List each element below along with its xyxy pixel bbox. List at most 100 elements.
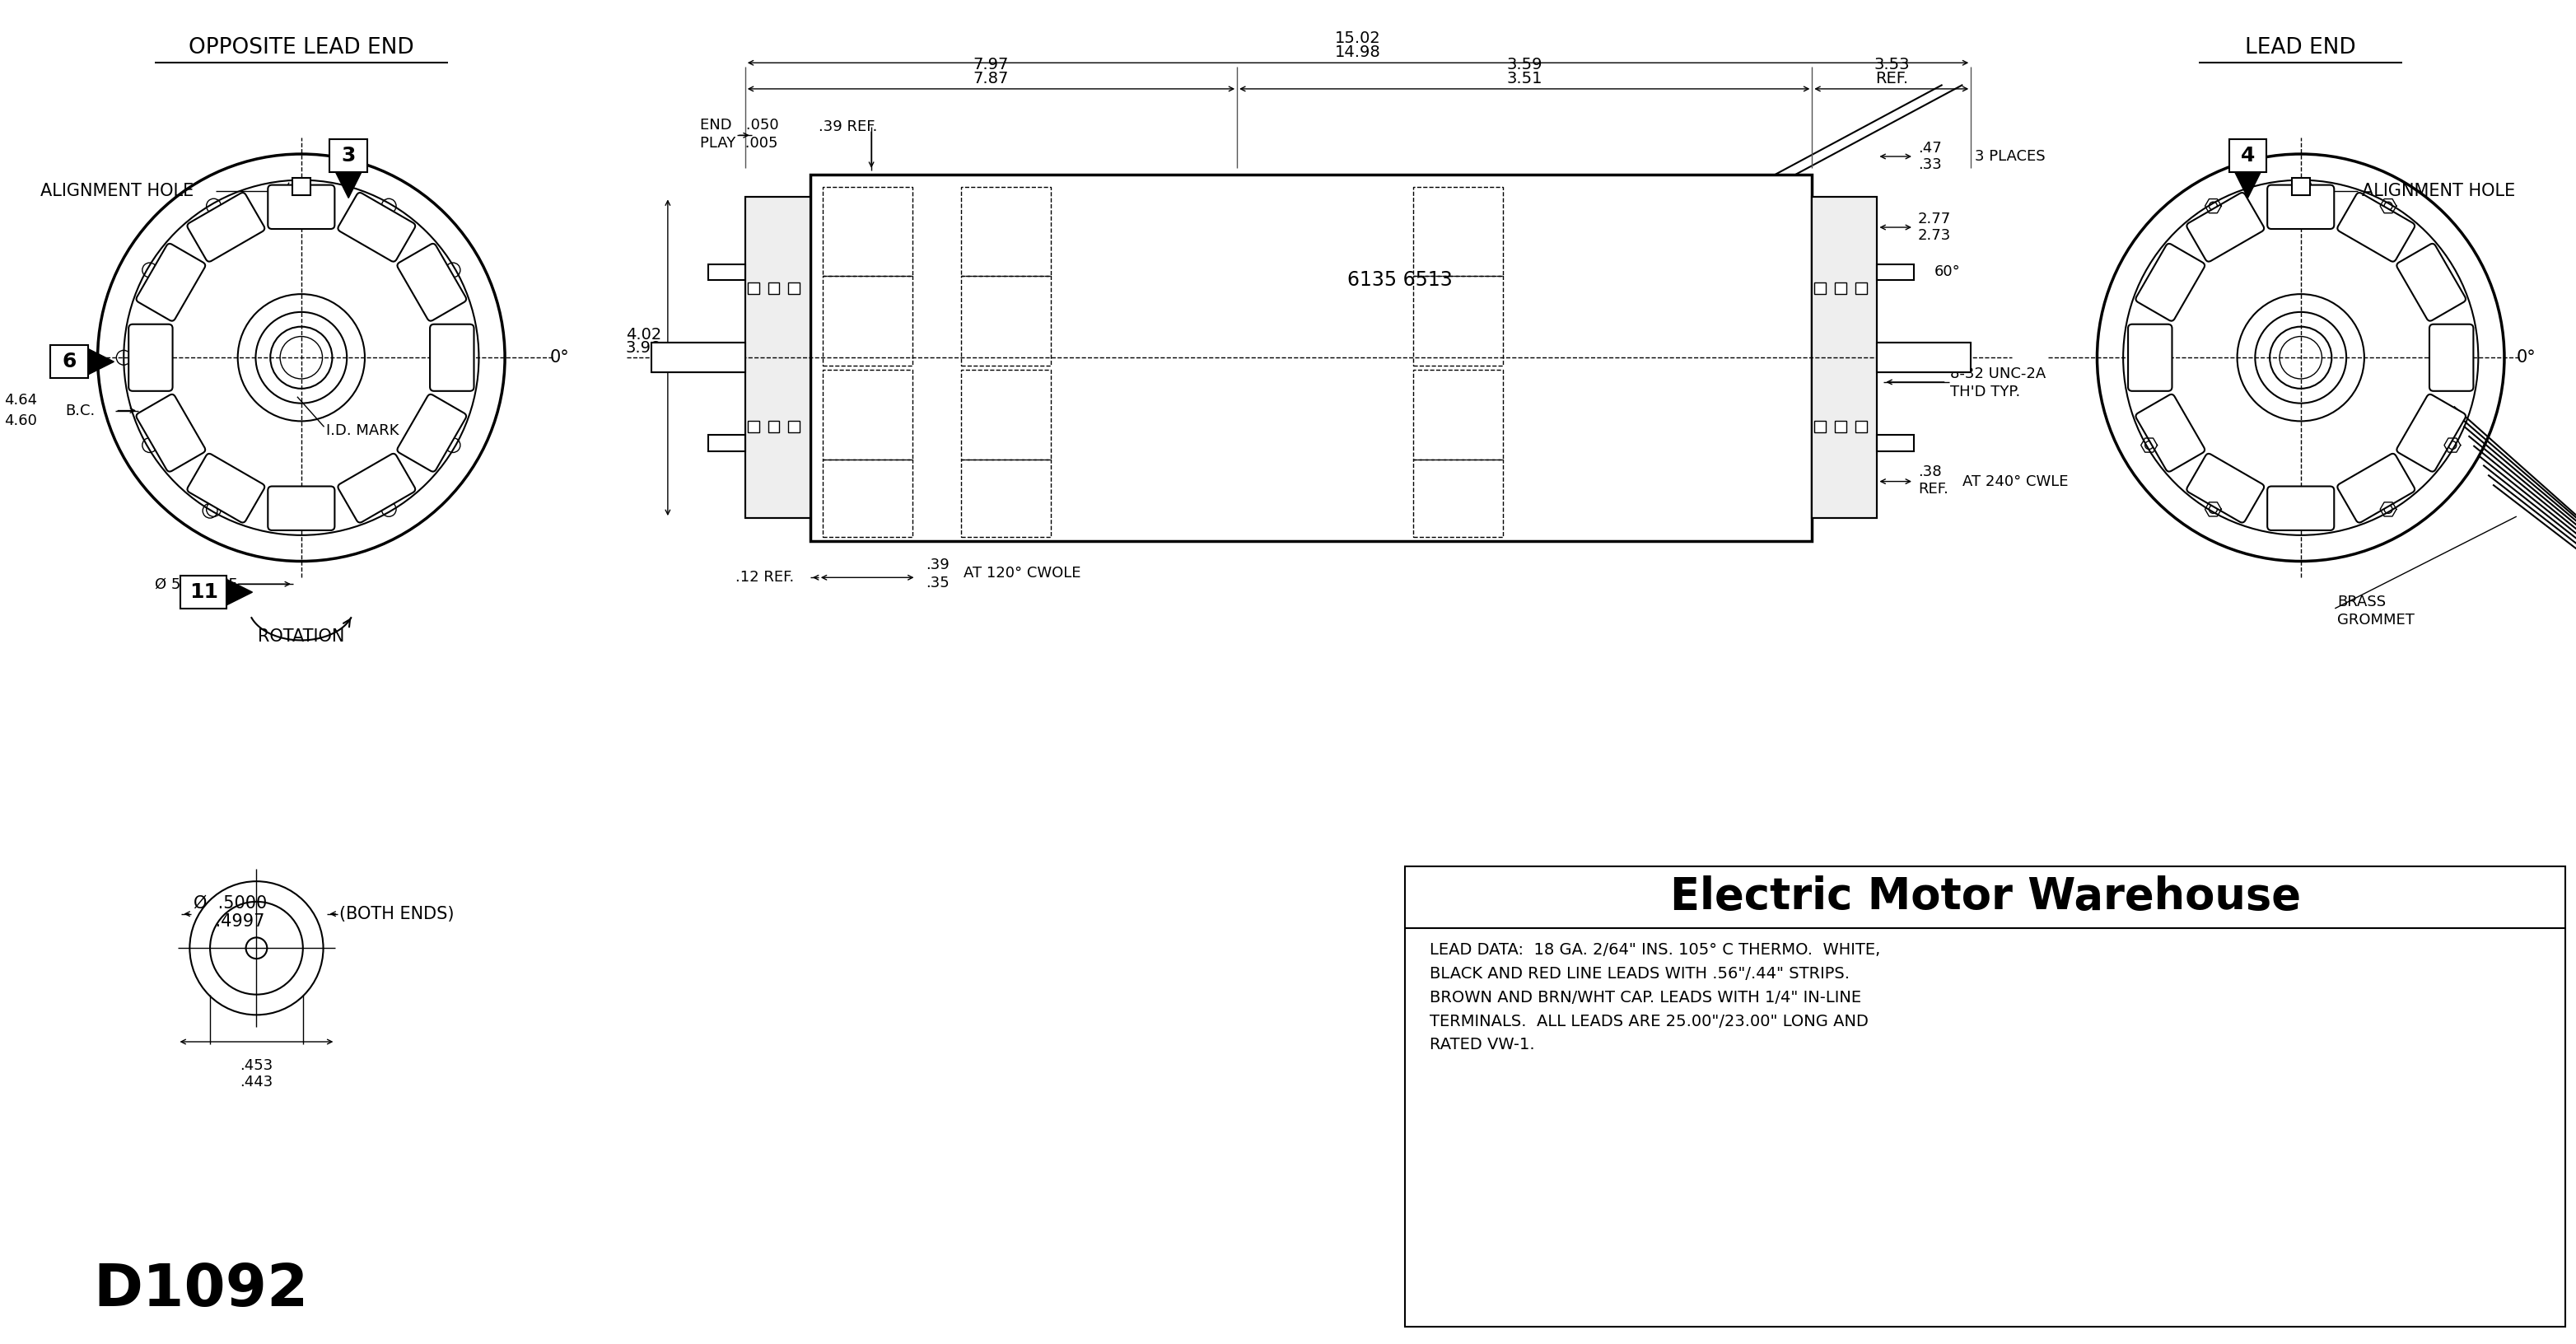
Text: TH'D TYP.: TH'D TYP. — [1950, 384, 2020, 399]
FancyBboxPatch shape — [337, 454, 415, 523]
Text: 3: 3 — [343, 145, 355, 165]
Bar — [822, 370, 912, 460]
FancyBboxPatch shape — [2429, 324, 2473, 391]
FancyBboxPatch shape — [268, 185, 335, 228]
Text: END   .050: END .050 — [701, 118, 778, 133]
Bar — [768, 282, 781, 294]
Text: 0°: 0° — [2517, 349, 2537, 366]
Bar — [1414, 187, 1502, 276]
Text: 2.73: 2.73 — [1919, 228, 1950, 243]
Bar — [330, 140, 368, 172]
FancyBboxPatch shape — [430, 324, 474, 391]
Text: Ø  .5000: Ø .5000 — [193, 895, 268, 911]
Text: .38: .38 — [1919, 464, 1942, 478]
Bar — [1834, 421, 1847, 433]
Bar — [291, 177, 309, 196]
Text: 6: 6 — [62, 352, 77, 371]
Text: Electric Motor Warehouse: Electric Motor Warehouse — [1669, 876, 2300, 918]
Text: 0°: 0° — [549, 349, 569, 366]
Text: 15.02: 15.02 — [1334, 31, 1381, 47]
FancyBboxPatch shape — [2336, 454, 2414, 523]
Bar — [1811, 198, 1878, 517]
Bar — [961, 187, 1051, 276]
Bar — [961, 370, 1051, 460]
Text: 2.77: 2.77 — [1919, 212, 1950, 227]
Bar — [652, 343, 744, 372]
Text: 11: 11 — [188, 582, 219, 602]
FancyBboxPatch shape — [2136, 243, 2205, 321]
FancyBboxPatch shape — [137, 394, 206, 472]
Text: .33: .33 — [1919, 157, 1942, 172]
Bar — [788, 421, 799, 433]
FancyBboxPatch shape — [397, 243, 466, 321]
Bar — [1834, 282, 1847, 294]
Text: LEAD DATA:  18 GA. 2/64" INS. 105° C THERMO.  WHITE,
BLACK AND RED LINE LEADS WI: LEAD DATA: 18 GA. 2/64" INS. 105° C THER… — [1430, 942, 1880, 1052]
Bar — [1814, 421, 1826, 433]
Text: 4.60: 4.60 — [5, 414, 36, 429]
Text: 6135 6513: 6135 6513 — [1347, 270, 1453, 290]
Text: B.C.: B.C. — [64, 403, 95, 418]
FancyBboxPatch shape — [2187, 454, 2264, 523]
Text: ROTATION: ROTATION — [258, 629, 345, 645]
Text: .443: .443 — [240, 1074, 273, 1089]
Text: REF.: REF. — [1919, 482, 1947, 497]
FancyBboxPatch shape — [129, 324, 173, 391]
FancyBboxPatch shape — [2396, 394, 2465, 472]
Text: 3.53: 3.53 — [1873, 56, 1909, 73]
Bar — [1414, 276, 1502, 366]
Bar — [744, 198, 811, 517]
Bar — [747, 421, 760, 433]
Text: .4997: .4997 — [193, 913, 265, 930]
Polygon shape — [335, 172, 361, 198]
FancyBboxPatch shape — [2187, 192, 2264, 262]
Polygon shape — [88, 348, 113, 375]
FancyBboxPatch shape — [268, 487, 335, 531]
Bar — [2293, 177, 2311, 196]
Bar — [1878, 343, 1971, 372]
Bar — [744, 198, 811, 517]
Bar — [1855, 421, 1868, 433]
FancyBboxPatch shape — [2136, 394, 2205, 472]
Text: 4.64: 4.64 — [5, 392, 36, 407]
Bar — [822, 460, 912, 536]
Text: .12 REF.: .12 REF. — [734, 570, 793, 585]
Bar — [811, 175, 1811, 540]
Bar — [1814, 282, 1826, 294]
Text: 14.98: 14.98 — [1334, 44, 1381, 60]
Text: GROMMET: GROMMET — [2336, 613, 2414, 628]
Bar — [1414, 460, 1502, 536]
Text: LEAD END: LEAD END — [2246, 38, 2357, 59]
Text: .47: .47 — [1919, 141, 1942, 156]
Text: BRASS: BRASS — [2336, 594, 2385, 609]
Polygon shape — [227, 579, 252, 605]
Bar — [788, 282, 799, 294]
Polygon shape — [2236, 172, 2262, 198]
FancyBboxPatch shape — [137, 243, 206, 321]
FancyBboxPatch shape — [397, 394, 466, 472]
Bar — [1855, 282, 1868, 294]
Bar — [52, 345, 88, 378]
Text: 8-32 UNC-2A: 8-32 UNC-2A — [1950, 367, 2045, 382]
Text: 7.87: 7.87 — [974, 71, 1010, 86]
Bar — [747, 282, 760, 294]
FancyBboxPatch shape — [2267, 487, 2334, 531]
Text: ALIGNMENT HOLE: ALIGNMENT HOLE — [2362, 183, 2514, 199]
Bar — [1811, 198, 1878, 517]
Text: 3.98: 3.98 — [626, 340, 662, 356]
Text: 3.59: 3.59 — [1507, 56, 1543, 73]
Bar — [708, 435, 744, 452]
Bar — [822, 276, 912, 366]
Bar — [961, 460, 1051, 536]
FancyBboxPatch shape — [2396, 243, 2465, 321]
Bar — [1878, 435, 1914, 452]
Text: 4: 4 — [2241, 145, 2254, 165]
Text: 60°: 60° — [1935, 265, 1960, 280]
FancyBboxPatch shape — [188, 192, 265, 262]
Bar — [2228, 140, 2267, 172]
Text: 3 PLACES: 3 PLACES — [1976, 149, 2045, 164]
Text: PLAY  .005: PLAY .005 — [701, 136, 778, 151]
Bar — [1404, 867, 2566, 1327]
FancyBboxPatch shape — [2128, 324, 2172, 391]
Bar — [768, 421, 781, 433]
Text: 4.02: 4.02 — [626, 328, 662, 343]
